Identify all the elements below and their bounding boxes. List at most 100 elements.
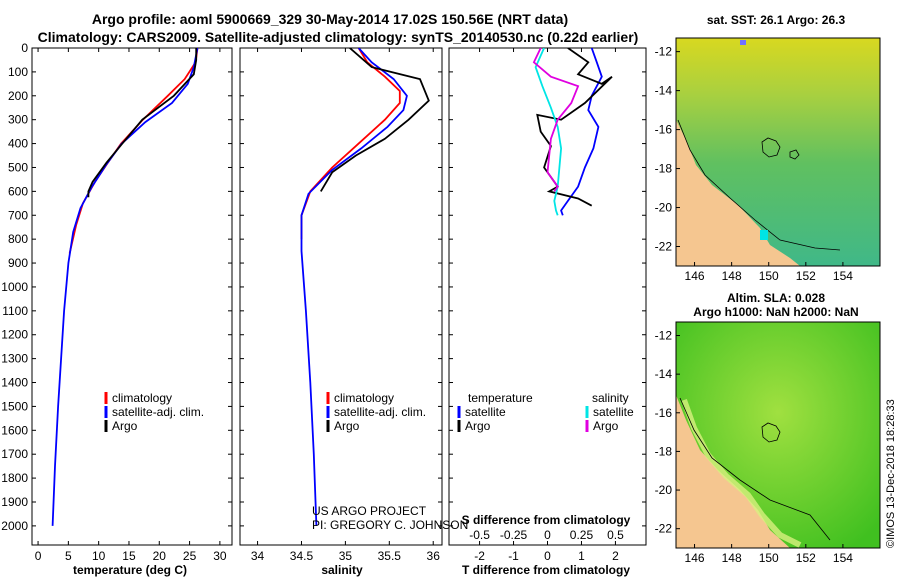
map-x-tick-label: 146 [685,551,705,565]
salinity-panel [239,47,443,546]
depth-tick-label: 1100 [2,304,28,318]
x-tick-label: 25 [183,549,197,563]
map-x-tick-label: 154 [833,269,853,283]
credit-project: US ARGO PROJECT [312,504,427,518]
depth-tick-label: 800 [8,232,28,246]
temperature-legend: climatology satellite-adj. clim. Argo [104,391,204,433]
map-y-tick-label: -22 [655,522,673,536]
sst-map-axes: 146 148 150 152 154 -12 -14 -16 -18 -20 -22 [655,45,854,283]
depth-tick-label: 1600 [1,423,28,437]
legend-argo: Argo [334,419,360,433]
title-line-1: Argo profile: aoml 5900669_329 30-May-20… [92,11,568,27]
series-argo [320,48,430,192]
sla-map-title: Altim. SLA: 0.028 [727,291,825,305]
reef-contour [677,119,841,251]
legend-salinity-heading: salinity [592,391,629,405]
legend-climatology: climatology [334,391,394,405]
title-line-2: Climatology: CARS2009. Satellite-adjuste… [38,29,639,45]
depth-axis: 0 100 200 300 400 500 600 700 800 900 1000 1100 1200… [1,41,28,533]
s-tick-label: 0.5 [607,528,624,542]
depth-tick-label: 1400 [1,376,28,390]
salinity-legend: climatology satellite-adj. clim. Argo [326,391,426,433]
reef-contour [679,397,831,541]
x-tick-label: 2 [612,549,619,563]
map-y-tick-label: -12 [655,45,673,59]
depth-tick-label: 1200 [1,328,28,342]
map-y-tick-label: -16 [655,123,673,137]
series-satellite-adj-clim- [300,48,408,526]
sst-map-frame [675,37,881,267]
depth-tick-label: 1700 [1,447,28,461]
land-mass [676,395,790,548]
s-tick-label: 0 [544,528,551,542]
temperature-panel [31,47,233,546]
sst-map-title: sat. SST: 26.1 Argo: 26.3 [707,13,846,27]
map-x-tick-label: 152 [796,269,816,283]
series-group [300,48,430,526]
map-y-tick-label: -16 [655,406,673,420]
series-temperature-argo [536,48,613,207]
difference-plot: -2 -1 0 1 2 -0.5 -0.25 0 0.25 0.5 [449,47,646,563]
legend-s-argo: Argo [593,419,619,433]
series-salinity-argo [532,48,580,192]
map-y-tick-label: -20 [655,483,673,497]
coastal-band [681,398,802,548]
x-tick-label: 10 [92,549,106,563]
legend-t-argo: Argo [465,419,491,433]
land-mass [676,120,800,266]
reef-outline [789,149,800,160]
map-y-tick-label: -22 [655,240,673,254]
s-tick-label: -0.25 [500,528,528,542]
sst-patch [760,230,768,240]
x-tick-label: 1 [578,549,585,563]
salinity-xlabel: salinity [321,563,363,577]
temperature-plot: 0 5 10 15 20 25 30 [32,47,232,563]
sla-map-axes: 146 148 150 152 154 -12 -14 -16 -18 -20 -22 [655,329,854,565]
credit-pi: PI: GREGORY C. JOHNSON [312,518,468,532]
x-tick-label: 5 [65,549,72,563]
legend-satellite-adj: satellite-adj. clim. [334,405,426,419]
x-tick-label: -1 [508,549,519,563]
x-tick-label: 36 [427,549,441,563]
map-x-tick-label: 152 [796,551,816,565]
watermark: ©IMOS 13-Dec-2018 18:28:33 [885,399,897,548]
x-tick-label: -2 [474,549,485,563]
x-tick-label: 0 [35,549,42,563]
x-tick-label: 30 [213,549,227,563]
map-x-tick-label: 150 [759,551,779,565]
x-tick-label: 15 [122,549,136,563]
legend-climatology: climatology [112,391,172,405]
map-y-tick-label: -18 [655,162,673,176]
map-x-tick-label: 148 [722,551,742,565]
legend-argo: Argo [112,419,138,433]
series-group [532,48,613,216]
series-climatology [68,48,199,254]
x-tick-label: 0 [544,549,551,563]
map-x-tick-label: 146 [685,269,705,283]
depth-tick-label: 1000 [1,280,28,294]
sla-map-frame [675,321,881,549]
depth-tick-label: 900 [8,256,28,270]
map-x-tick-label: 154 [833,551,853,565]
series-salinity-satellite [534,48,563,216]
legend-satellite-adj: satellite-adj. clim. [112,405,204,419]
depth-tick-label: 200 [8,89,28,103]
legend-t-satellite: satellite [465,405,506,419]
sla-map [675,321,881,549]
x-tick-label: 34 [251,549,265,563]
map-x-tick-label: 148 [722,269,742,283]
sst-map [675,37,881,267]
series-argo [87,48,198,198]
map-y-tick-label: -12 [655,329,673,343]
s-difference-xlabel: S difference from climatology [462,513,631,527]
depth-tick-label: 1800 [1,471,28,485]
map-y-tick-label: -14 [655,367,673,381]
series-temperature-satellite [560,48,603,216]
depth-tick-label: 600 [8,184,28,198]
reef-outline [761,422,781,443]
x-tick-label: 34.5 [290,549,314,563]
sla-map-subtitle: Argo h1000: NaN h2000: NaN [693,305,858,319]
depth-tick-label: 700 [8,208,28,222]
reef-outline [761,137,781,158]
